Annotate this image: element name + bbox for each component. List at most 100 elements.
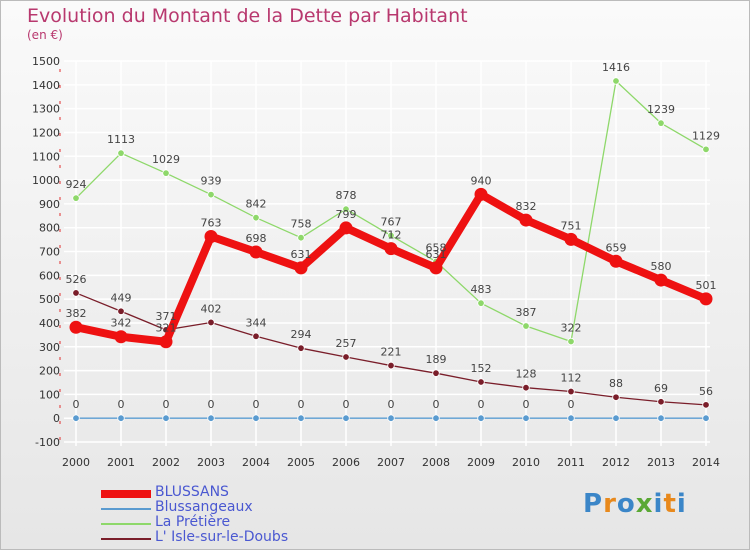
legend-label-blussangeaux: Blussangeaux	[155, 499, 253, 515]
data-label-la-pr-ti-re: 924	[66, 178, 87, 191]
data-point-la-pr-ti-re	[567, 337, 575, 346]
data-point-blussangeaux	[432, 414, 440, 422]
legend-swatch-la-pretiere	[101, 523, 151, 525]
data-point-blussans	[204, 229, 218, 243]
data-label-blussangeaux: 0	[568, 398, 575, 411]
data-label-l-isle-sur-le-doubs: 56	[699, 385, 713, 398]
data-label-la-pr-ti-re: 758	[291, 218, 312, 231]
data-label-blussangeaux: 0	[253, 398, 260, 411]
data-point-l-isle-sur-le-doubs	[117, 307, 125, 315]
legend: BLUSSANS Blussangeaux La Prétière L' Isl…	[101, 484, 361, 546]
x-tick-label: 2002	[152, 456, 180, 469]
y-tick-label: 1000	[32, 174, 60, 187]
data-label-blussans: 659	[606, 241, 627, 254]
data-label-l-isle-sur-le-doubs: 221	[381, 346, 402, 359]
data-label-blussans: 580	[651, 260, 672, 273]
data-label-blussangeaux: 0	[73, 398, 80, 411]
y-tick-label: 300	[39, 341, 60, 354]
x-tick-label: 2003	[197, 456, 225, 469]
data-label-blussans: 751	[561, 219, 582, 232]
data-label-la-pr-ti-re: 1113	[107, 133, 135, 146]
data-point-la-pr-ti-re	[252, 213, 260, 222]
logo-letter: x	[635, 489, 654, 519]
data-label-l-isle-sur-le-doubs: 88	[609, 377, 623, 390]
data-label-l-isle-sur-le-doubs: 189	[426, 353, 447, 366]
data-point-blussans	[609, 254, 623, 268]
data-label-blussans: 698	[246, 232, 267, 245]
x-tick-label: 2006	[332, 456, 360, 469]
y-tick-label: 0	[53, 412, 60, 425]
data-label-la-pr-ti-re: 322	[561, 322, 582, 335]
data-point-la-pr-ti-re	[297, 233, 305, 242]
y-tick-label: 1200	[32, 126, 60, 139]
data-label-l-isle-sur-le-doubs: 449	[111, 291, 132, 304]
data-point-blussangeaux	[387, 414, 395, 422]
data-point-l-isle-sur-le-doubs	[657, 398, 665, 406]
chart-unit: (en €)	[27, 28, 63, 42]
legend-label-isle-sur-le-doubs: L' Isle-sur-le-Doubs	[155, 529, 289, 545]
data-label-blussangeaux: 0	[163, 398, 170, 411]
data-label-la-pr-ti-re: 842	[246, 198, 267, 211]
legend-swatch-blussangeaux	[101, 508, 151, 510]
y-tick-label: 1400	[32, 79, 60, 92]
data-point-blussangeaux	[342, 414, 350, 422]
data-point-blussans	[69, 320, 83, 334]
data-point-la-pr-ti-re	[72, 194, 80, 202]
y-tick-label: 900	[39, 198, 60, 211]
y-tick-label: 1300	[32, 103, 60, 116]
data-label-blussangeaux: 0	[478, 398, 485, 411]
data-label-blussans: 631	[291, 248, 312, 261]
x-tick-label: 2013	[647, 456, 675, 469]
data-point-blussangeaux	[702, 414, 710, 422]
data-point-blussans	[564, 232, 578, 246]
data-label-l-isle-sur-le-doubs: 112	[561, 372, 582, 385]
logo-letter: P	[583, 489, 604, 519]
data-point-l-isle-sur-le-doubs	[297, 344, 305, 352]
data-label-la-pr-ti-re: 1416	[602, 61, 630, 74]
data-point-blussans	[519, 213, 533, 227]
data-label-blussangeaux: 0	[118, 398, 125, 411]
data-label-blussans: 321	[156, 322, 177, 335]
data-point-blussangeaux	[297, 414, 305, 422]
data-point-la-pr-ti-re	[612, 77, 620, 85]
legend-label-la-pretiere: La Prétière	[155, 514, 231, 530]
data-label-l-isle-sur-le-doubs: 294	[291, 328, 312, 341]
y-tick-label: 1500	[32, 55, 60, 68]
data-point-blussangeaux	[612, 414, 620, 422]
data-point-blussangeaux	[162, 414, 170, 422]
data-point-blussans	[474, 187, 488, 201]
legend-swatch-isle-sur-le-doubs	[101, 538, 151, 540]
data-point-blussans	[384, 242, 398, 256]
series-layer	[69, 77, 713, 422]
y-tick-label: 1100	[32, 150, 60, 163]
x-tick-label: 2010	[512, 456, 540, 469]
y-tick-label: 700	[39, 246, 60, 259]
data-point-la-pr-ti-re	[162, 169, 170, 177]
data-label-la-pr-ti-re: 767	[381, 216, 402, 229]
data-label-blussangeaux: 0	[523, 398, 530, 411]
y-tick-label: 400	[39, 317, 60, 330]
axis-layer: -100010020030040050060070080090010001100…	[32, 55, 720, 469]
data-label-blussangeaux: 0	[343, 398, 350, 411]
data-label-l-isle-sur-le-doubs: 344	[246, 316, 267, 329]
legend-item-blussans: BLUSSANS	[101, 484, 361, 501]
data-point-l-isle-sur-le-doubs	[702, 401, 710, 409]
data-point-la-pr-ti-re	[387, 231, 395, 240]
y-tick-label: -100	[35, 436, 60, 449]
data-label-l-isle-sur-le-doubs: 128	[516, 368, 537, 381]
x-tick-label: 2014	[692, 456, 720, 469]
x-tick-label: 2007	[377, 456, 405, 469]
x-tick-label: 2004	[242, 456, 270, 469]
proxiti-logo: Proxiti	[583, 489, 687, 519]
x-tick-label: 2000	[62, 456, 90, 469]
chart-title: Evolution du Montant de la Dette par Hab…	[27, 5, 468, 27]
logo-letter: t	[663, 489, 677, 519]
data-point-la-pr-ti-re	[522, 322, 530, 330]
logo-letter: r	[603, 489, 617, 519]
data-label-la-pr-ti-re: 387	[516, 306, 537, 319]
data-label-la-pr-ti-re: 483	[471, 283, 492, 296]
data-label-blussans: 940	[471, 174, 492, 187]
data-label-blussangeaux: 0	[388, 398, 395, 411]
label-layer: 382 342 321 763 698 631 799 712 631 940 832 751 659 5…	[66, 61, 721, 411]
data-label-blussans: 631	[426, 248, 447, 261]
